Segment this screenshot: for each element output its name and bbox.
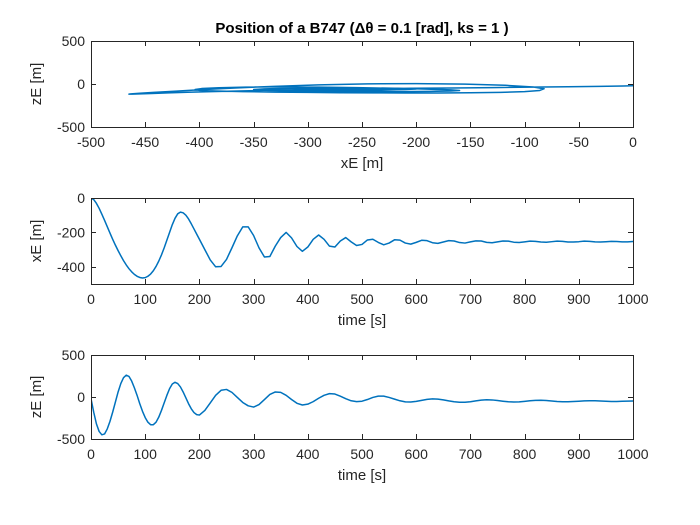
xe-time-y-axis-label: xE [m]	[28, 220, 45, 263]
trajectory-x-tick-label: -450	[131, 134, 159, 150]
xe-time-x-tick-label: 900	[567, 291, 591, 307]
ze-time-x-tick-label: 600	[405, 446, 429, 462]
trajectory-x-tick-label: -500	[77, 134, 105, 150]
xe-time-x-axis-label: time [s]	[338, 312, 386, 329]
xe-time-x-tick-label: 0	[87, 291, 95, 307]
chart-title: Position of a B747 (Δθ = 0.1 [rad], ks =…	[215, 20, 508, 37]
xe-time-x-tick-label: 100	[134, 291, 158, 307]
trajectory-y-tick-label: 0	[77, 76, 85, 92]
xe-time-y-tick-label: -200	[57, 224, 85, 240]
ze-time-x-tick-label: 0	[87, 446, 95, 462]
xe-time-y-tick-label: -400	[57, 259, 85, 275]
xe-time-x-tick-label: 300	[242, 291, 266, 307]
ze-time-x-tick-label: 300	[242, 446, 266, 462]
xe-time-x-tick-label: 800	[513, 291, 537, 307]
trajectory-y-axis-label: zE [m]	[28, 63, 45, 106]
xe-time-x-tick-label: 1000	[617, 291, 648, 307]
ze-time-x-tick-label: 900	[567, 446, 591, 462]
trajectory-y-tick-label: -500	[57, 119, 85, 135]
ze-time-x-axis-label: time [s]	[338, 467, 386, 484]
subplot-ze-vs-time: 0 100 200 300 400 500 600 700 800 900 1000-5000500…	[28, 347, 649, 484]
trajectory-x-tick-label: -400	[185, 134, 213, 150]
ze-time-x-tick-label: 1000	[617, 446, 648, 462]
xe-time-x-tick-label: 600	[405, 291, 429, 307]
ze-time-x-tick-label: 100	[134, 446, 158, 462]
trajectory-x-tick-label: -250	[348, 134, 376, 150]
trajectory-x-tick-label: -50	[569, 134, 589, 150]
xe-time-x-tick-label: 700	[459, 291, 483, 307]
trajectory-x-tick-label: -200	[402, 134, 430, 150]
trajectory-x-tick-label: -300	[294, 134, 322, 150]
ze-time-series-line-0	[91, 374, 633, 436]
ze-time-y-tick-label: -500	[57, 431, 85, 447]
ze-time-x-tick-label: 200	[188, 446, 212, 462]
subplot-xe-vs-time: 0 100 200 300 400 500 600 700 800 900 1000 -400 -200…	[28, 190, 649, 329]
trajectory-y-tick-label: 500	[62, 33, 86, 49]
trajectory-x-tick-label: -350	[240, 134, 268, 150]
ze-time-x-tick-label: 400	[296, 446, 320, 462]
ze-time-x-tick-label: 800	[513, 446, 537, 462]
ze-time-y-axis-label: zE [m]	[28, 376, 45, 419]
ze-time-y-tick-label: 0	[77, 389, 85, 405]
xe-time-x-tick-label: 200	[188, 291, 212, 307]
trajectory-series-line-0	[128, 82, 633, 95]
ze-time-x-tick-label: 500	[350, 446, 374, 462]
trajectory-x-axis-label: xE [m]	[341, 155, 384, 172]
xe-time-x-tick-label: 400	[296, 291, 320, 307]
xe-time-x-tick-label: 500	[350, 291, 374, 307]
xe-time-series-line-0	[91, 198, 633, 279]
ze-time-x-tick-label: 700	[459, 446, 483, 462]
xe-time-y-tick-label: 0	[77, 190, 85, 206]
ze-time-y-tick-label: 500	[62, 347, 86, 363]
trajectory-x-tick-label: -100	[511, 134, 539, 150]
trajectory-x-tick-label: 0	[629, 134, 637, 150]
trajectory-x-tick-label: -150	[456, 134, 484, 150]
subplot-trajectory: -500 -450 -400 -350 -300 -250 -200 -150 -100 -50 0…	[28, 33, 637, 172]
